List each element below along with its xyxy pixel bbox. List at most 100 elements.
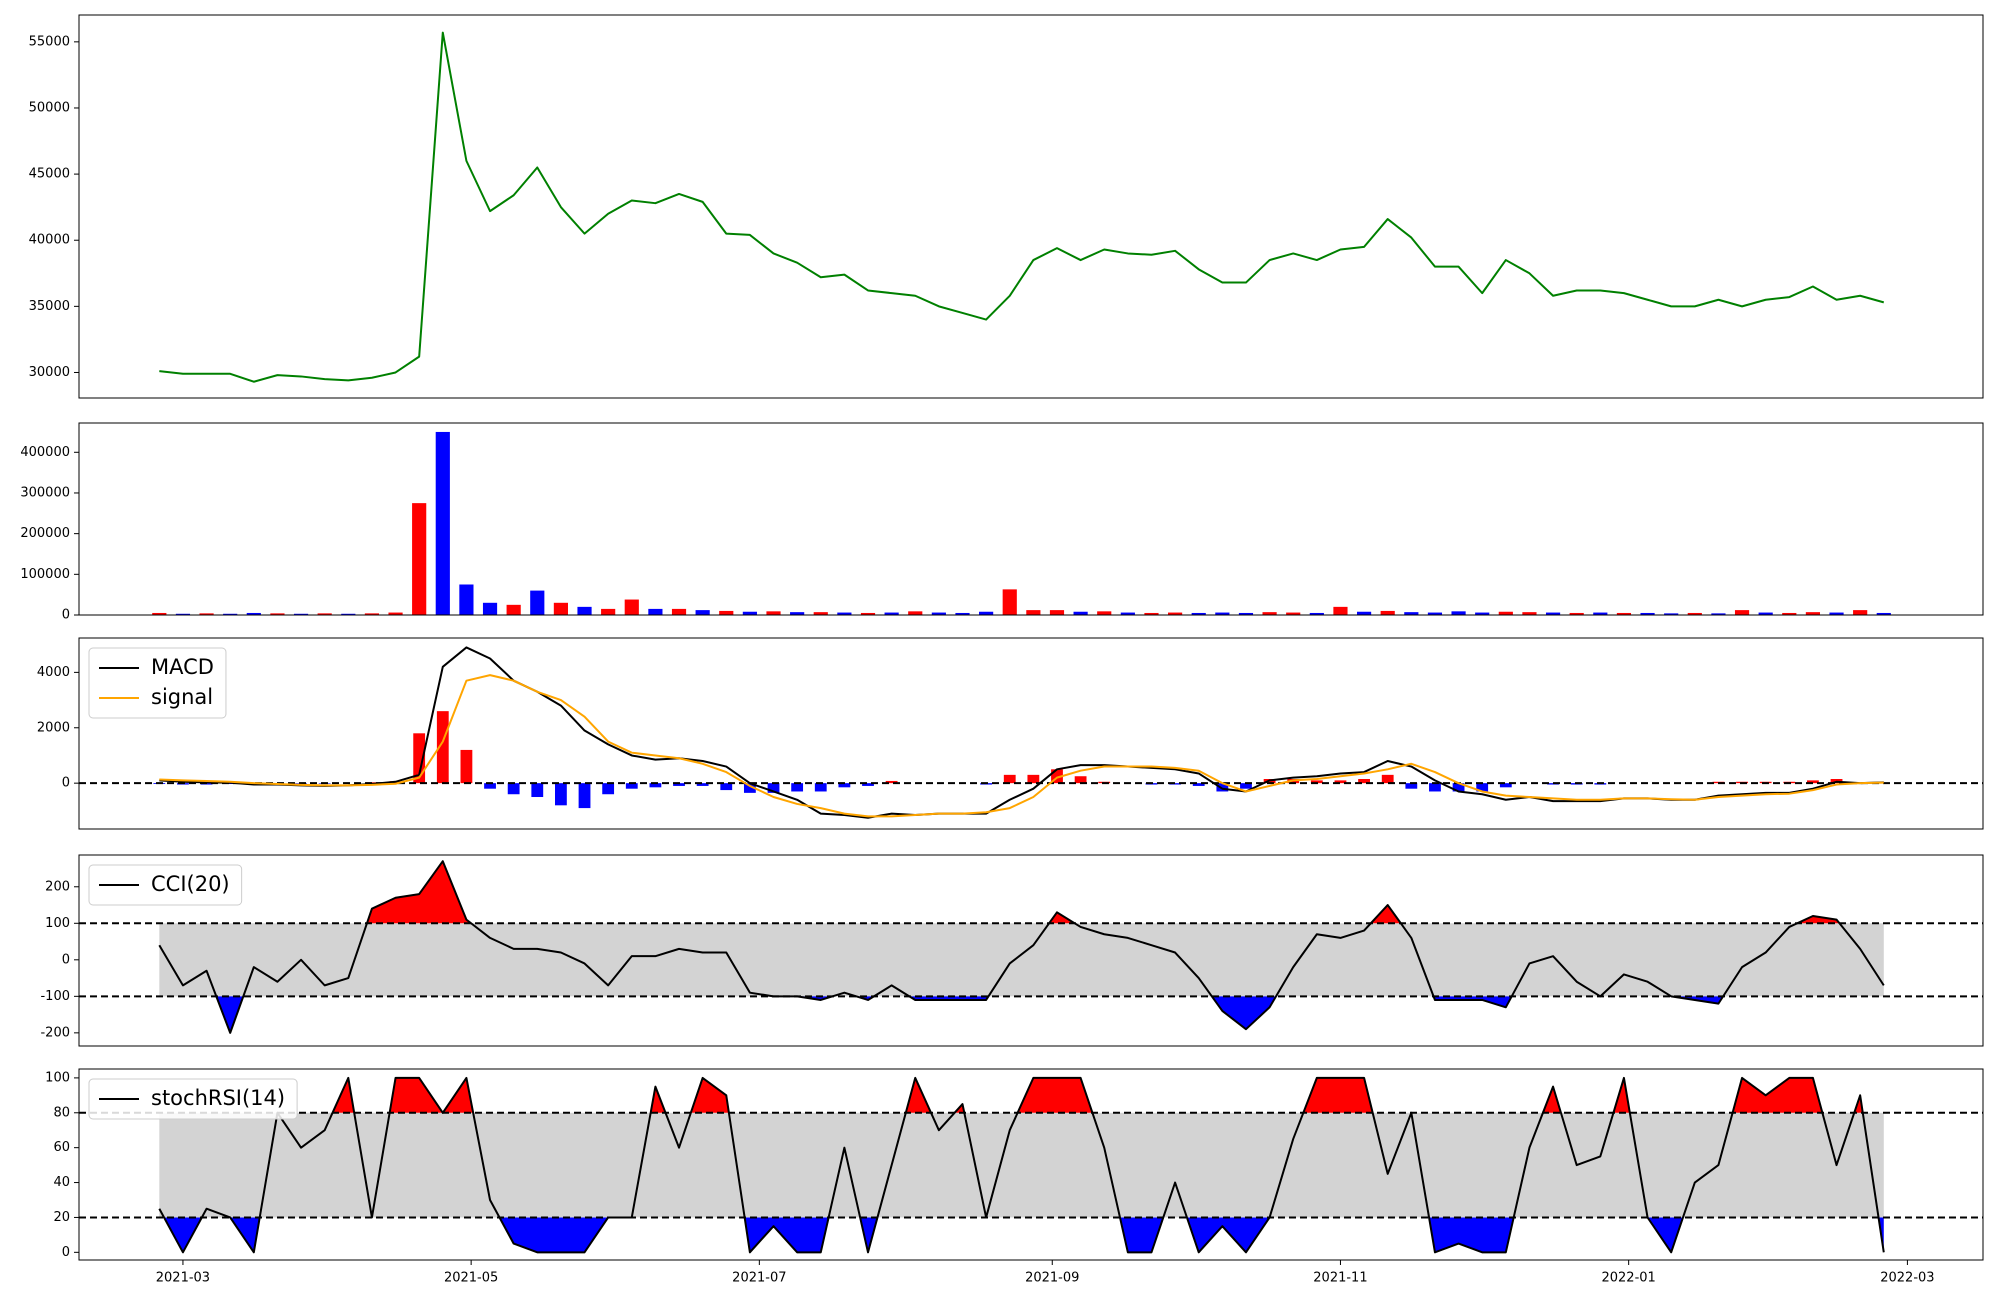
volume-bar <box>1498 611 1513 615</box>
volume-bar <box>223 613 238 615</box>
x-tick-label: 2021-11 <box>1313 1271 1367 1286</box>
below-fill <box>159 996 1884 1033</box>
volume-bar <box>931 612 946 615</box>
volume-bar <box>601 608 616 615</box>
volume-bar <box>1262 612 1277 615</box>
volume-bar <box>1805 612 1821 615</box>
histogram-bar <box>1429 783 1441 792</box>
volume-bar <box>388 612 403 615</box>
plot-area <box>79 1076 1983 1254</box>
y-tick-label: 30000 <box>29 365 70 380</box>
volume-bar <box>1711 613 1726 615</box>
y-tick-label: 60 <box>53 1140 70 1155</box>
volume-bar <box>979 611 994 615</box>
volume-bar <box>1616 612 1632 615</box>
volume-bar <box>1404 612 1419 615</box>
panel-frame <box>78 14 1984 399</box>
y-tick-label: 300000 <box>20 485 70 500</box>
panel: CCI(20) -200 -100 0 100 200 <box>40 854 1984 1047</box>
histogram-bar <box>1358 779 1370 784</box>
histogram-bar <box>1807 780 1819 784</box>
y-tick-label: 40000 <box>29 233 70 248</box>
volume-bar <box>1451 611 1466 615</box>
y-tick-label: 80 <box>53 1105 70 1120</box>
y-tick-label: 50000 <box>29 100 70 115</box>
panel-frame <box>78 637 1984 830</box>
legend: CCI(20) <box>88 864 243 906</box>
volume-bar <box>1475 612 1490 615</box>
histogram-bar <box>1240 783 1252 789</box>
volume-bar <box>1191 612 1206 615</box>
panel-frame <box>78 1068 1984 1261</box>
histogram-bar <box>555 783 567 806</box>
volume-bar <box>1853 610 1868 615</box>
volume-bar <box>1569 612 1584 615</box>
volume-bar <box>317 613 332 615</box>
y-tick-label: 4000 <box>37 665 70 680</box>
histogram-bar <box>862 783 874 786</box>
y-tick-label: 0 <box>62 1245 70 1260</box>
volume-bar <box>1876 612 1891 615</box>
plot-area <box>79 860 1983 1034</box>
histogram-bar <box>1074 776 1087 784</box>
volume-bar <box>1734 610 1750 615</box>
volume-bar <box>648 608 663 615</box>
volume-bar <box>530 590 545 615</box>
histogram-bar <box>436 711 449 784</box>
volume-bar <box>813 612 828 615</box>
y-tick-label: 0 <box>62 608 70 623</box>
volume-bar <box>270 613 285 615</box>
y-tick-label: 400000 <box>20 445 70 460</box>
volume-bar <box>624 599 639 615</box>
volume-bar <box>955 612 970 615</box>
volume-bar <box>1593 612 1608 615</box>
histogram-bar <box>1051 769 1063 784</box>
panel: 0 100000 200000 300000 400000 <box>20 422 1984 623</box>
y-tick-label: 100 <box>45 1070 70 1085</box>
x-tick-label: 2022-03 <box>1880 1271 1934 1286</box>
histogram-bar <box>460 749 473 784</box>
volume-bar <box>1120 612 1135 615</box>
volume-bar <box>1286 612 1301 615</box>
legend-label: MACD <box>151 655 214 679</box>
panel: MACD signal 0 2000 4000 <box>37 637 1984 830</box>
plot-area <box>79 646 1983 819</box>
volume-bar <box>1026 610 1041 615</box>
volume-bar <box>1356 611 1372 615</box>
histogram-bar <box>1476 783 1489 792</box>
volume-bar <box>884 612 899 615</box>
histogram-bar <box>1334 780 1347 784</box>
histogram-bar <box>531 783 544 798</box>
panel-background <box>79 423 1983 615</box>
volume-bar <box>742 611 757 615</box>
volume-bar <box>246 612 261 615</box>
x-tick-label: 2021-09 <box>1025 1271 1079 1286</box>
y-tick-label: 55000 <box>29 34 70 49</box>
volume-bar <box>1380 610 1395 615</box>
histogram-bar <box>484 783 496 789</box>
legend-box <box>88 864 243 906</box>
histogram-bar <box>791 783 804 792</box>
volume-bar <box>1640 612 1655 615</box>
y-tick-label: 45000 <box>29 167 70 182</box>
volume-bar <box>790 612 805 615</box>
neutral-band <box>159 1112 1884 1218</box>
volume-bar <box>506 604 521 615</box>
x-tick-label: 2021-03 <box>156 1271 210 1286</box>
y-tick-label: 200000 <box>20 526 70 541</box>
legend-label: signal <box>151 685 213 709</box>
y-tick-label: 20 <box>53 1210 70 1225</box>
panel: 30000 35000 40000 45000 50000 55000 <box>29 14 1984 399</box>
volume-bar <box>837 612 852 615</box>
x-tick-label: 2021-05 <box>444 1271 498 1286</box>
series-line <box>159 646 1884 819</box>
histogram-bar <box>720 783 733 791</box>
histogram-bar <box>1216 783 1229 792</box>
volume-bar <box>1687 612 1702 615</box>
volume-bar <box>293 613 309 615</box>
histogram-bar <box>413 733 426 784</box>
volume-bar <box>435 431 450 615</box>
volume-bar <box>482 602 498 615</box>
volume-bar <box>1522 612 1537 615</box>
